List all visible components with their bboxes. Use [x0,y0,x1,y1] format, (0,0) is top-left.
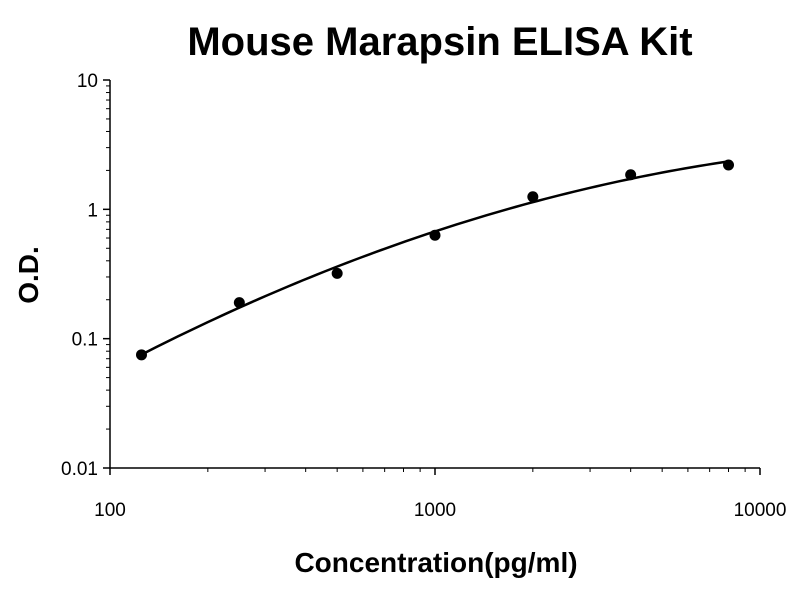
x-axis-label: Concentration(pg/ml) [294,547,577,578]
y-axis-label: O.D. [13,246,44,304]
fit-curve [140,160,729,356]
x-tick-label: 10000 [734,500,787,521]
data-point [135,349,147,361]
data-point [331,267,343,279]
fit-curve-group [140,160,729,356]
tick-labels: 10 1 0.1 0.01 100 1000 10000 [61,71,786,521]
y-tick-label: 0.1 [72,330,98,351]
y-tick-label: 1 [87,200,98,221]
data-point [625,169,637,181]
axes [103,79,761,475]
x-tick-label: 100 [94,500,126,521]
data-point [233,297,245,309]
data-points [135,159,735,361]
chart-title: Mouse Marapsin ELISA Kit [187,20,692,64]
y-tick-label: 0.01 [61,459,98,480]
data-point [429,229,441,241]
data-point [723,159,735,171]
data-point [527,191,539,203]
y-tick-label: 10 [77,71,98,92]
x-tick-label: 1000 [414,500,456,521]
